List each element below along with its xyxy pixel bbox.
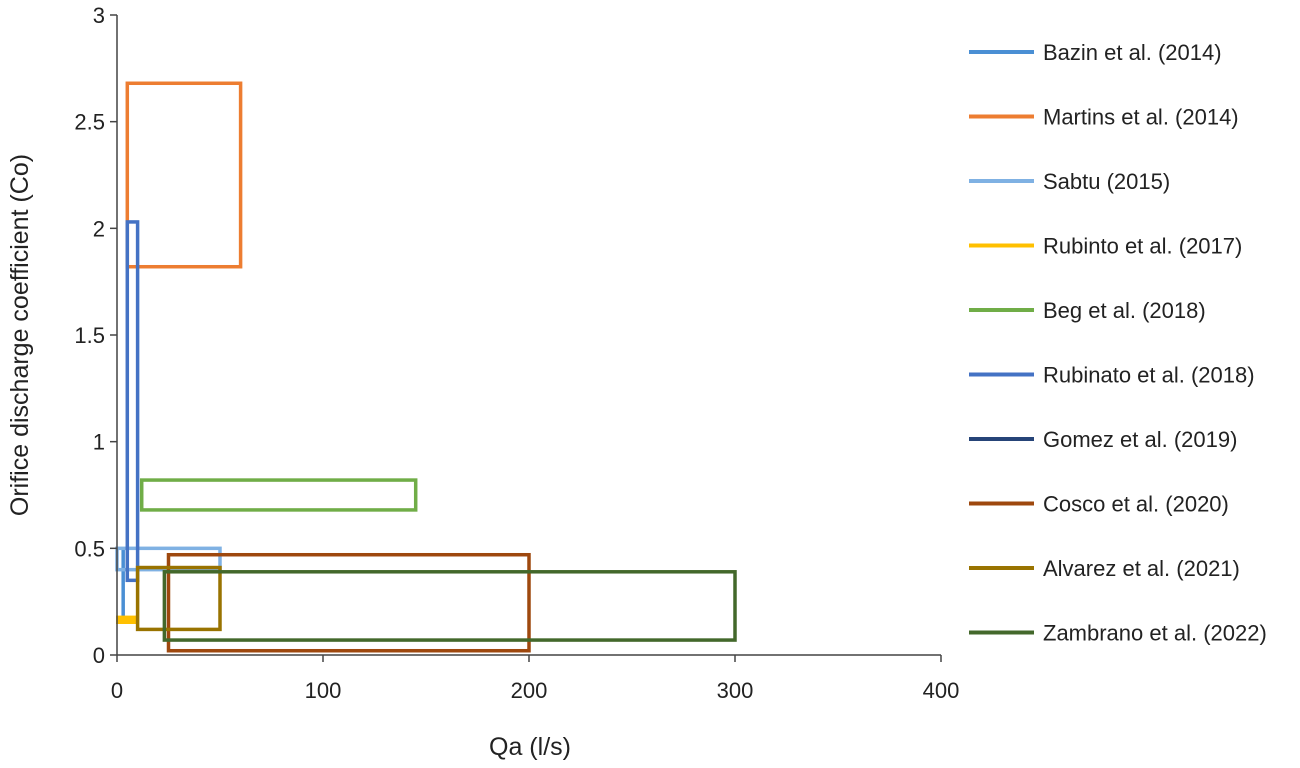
legend-item: Alvarez et al. (2021) <box>969 556 1240 581</box>
x-tick-label: 200 <box>511 678 548 703</box>
series-range-box <box>162 570 737 642</box>
legend-label: Bazin et al. (2014) <box>1043 40 1222 65</box>
y-tick-label: 1 <box>93 430 105 455</box>
x-tick-label: 0 <box>111 678 123 703</box>
legend-item: Cosco et al. (2020) <box>969 492 1229 517</box>
legend-item: Gomez et al. (2019) <box>969 427 1237 452</box>
x-axis-title: Qa (l/s) <box>489 733 571 761</box>
legend-label: Cosco et al. (2020) <box>1043 492 1229 517</box>
legend-item: Rubinato et al. (2018) <box>969 363 1255 388</box>
y-tick-label: 2 <box>93 216 105 241</box>
legend-label: Sabtu (2015) <box>1043 169 1170 194</box>
legend-item: Sabtu (2015) <box>969 169 1170 194</box>
y-tick-label: 1.5 <box>74 323 105 348</box>
series-range-box <box>135 565 222 632</box>
series-range-box <box>125 220 140 583</box>
plot-area <box>115 81 737 653</box>
legend-label: Rubinato et al. (2018) <box>1043 363 1255 388</box>
y-axis-title: Orifice discharge coefficient (Co) <box>6 154 34 516</box>
legend-label: Alvarez et al. (2021) <box>1043 556 1240 581</box>
legend-item: Rubinto et al. (2017) <box>969 234 1242 259</box>
legend-item: Bazin et al. (2014) <box>969 40 1222 65</box>
legend-label: Martins et al. (2014) <box>1043 105 1239 130</box>
axes: 0 100 200 300 400 0 0.5 1 1.5 2 2.5 3 <box>74 3 959 703</box>
legend-label: Beg et al. (2018) <box>1043 298 1206 323</box>
y-tick-label: 0 <box>93 643 105 668</box>
legend-label: Gomez et al. (2019) <box>1043 427 1237 452</box>
series-range-box <box>125 81 243 269</box>
legend-item: Beg et al. (2018) <box>969 298 1206 323</box>
y-tick-label: 0.5 <box>74 536 105 561</box>
legend-label: Zambrano et al. (2022) <box>1043 621 1267 646</box>
x-tick-label: 300 <box>717 678 754 703</box>
y-tick-label: 3 <box>93 3 105 28</box>
series-range-box <box>139 478 418 512</box>
series-range-box <box>166 552 531 653</box>
legend-label: Rubinto et al. (2017) <box>1043 234 1242 259</box>
x-tick-label: 400 <box>923 678 960 703</box>
legend-item: Zambrano et al. (2022) <box>969 621 1267 646</box>
x-tick-label: 100 <box>305 678 342 703</box>
y-tick-label: 2.5 <box>74 110 105 135</box>
series-range-box <box>116 615 139 624</box>
legend-item: Martins et al. (2014) <box>969 105 1239 130</box>
legend: Bazin et al. (2014) Martins et al. (2014)… <box>969 40 1267 646</box>
